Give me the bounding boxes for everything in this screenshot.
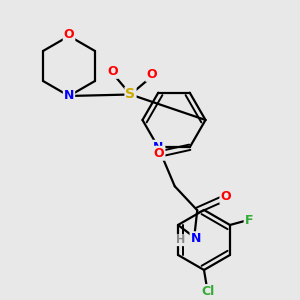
Text: O: O xyxy=(64,28,74,41)
Text: N: N xyxy=(153,141,164,154)
Text: S: S xyxy=(125,88,136,101)
Text: N: N xyxy=(64,89,74,103)
Text: Cl: Cl xyxy=(201,285,214,298)
Text: O: O xyxy=(107,65,118,78)
Text: F: F xyxy=(244,214,253,227)
Text: O: O xyxy=(220,190,231,203)
Text: O: O xyxy=(146,68,157,81)
Text: N: N xyxy=(190,232,201,245)
Text: O: O xyxy=(154,147,164,160)
Text: H: H xyxy=(176,235,185,245)
